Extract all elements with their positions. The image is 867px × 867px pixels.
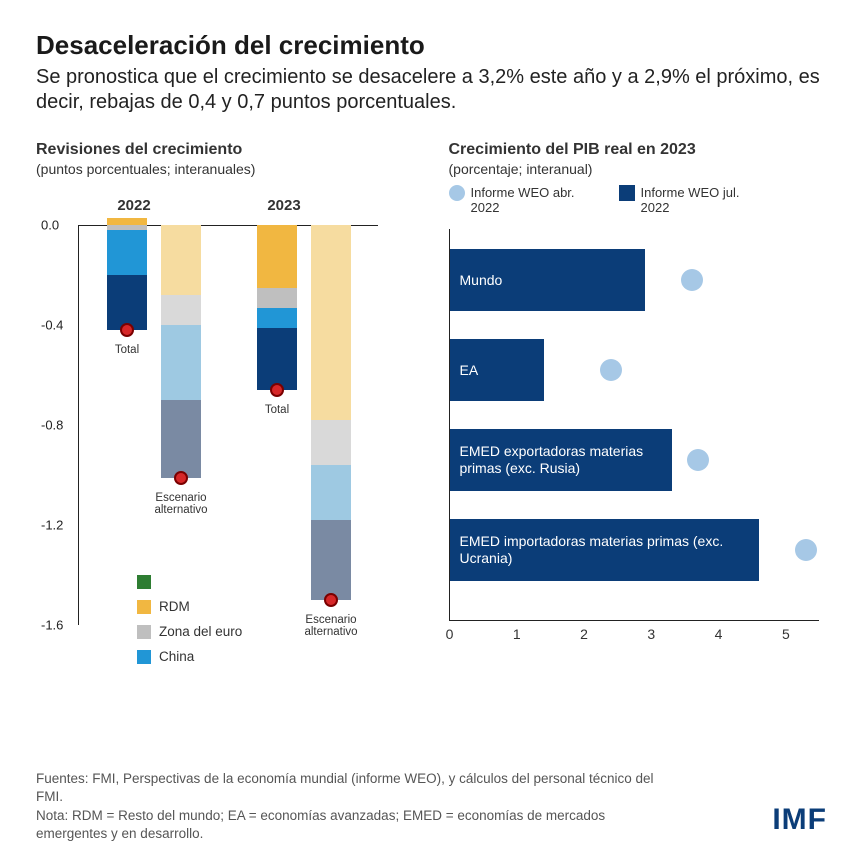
legend-curr-label: Informe WEO jul. 2022 <box>641 185 761 215</box>
year-label: 2022 <box>117 197 150 214</box>
right-title: Crecimiento del PIB real en 2023 <box>449 141 832 159</box>
legend-label: Zona del euro <box>159 624 242 639</box>
prev-marker <box>681 269 703 291</box>
chart-title: Desaceleración del crecimiento <box>36 30 831 61</box>
note: Nota: RDM = Resto del mundo; EA = econom… <box>36 807 676 843</box>
bar-caption: Total <box>87 344 167 356</box>
bar-segment <box>311 420 351 465</box>
left-title: Revisiones del crecimiento <box>36 141 419 159</box>
hbar-label: EMED exportadoras materias primas (exc. … <box>450 443 672 477</box>
left-plot: 0.0-0.4-0.8-1.2-1.620222023TotalEscenari… <box>78 225 378 625</box>
bar-segment <box>257 225 297 288</box>
imf-logo: IMF <box>772 803 827 837</box>
x-tick-label: 3 <box>647 626 655 642</box>
legend-swatch <box>137 575 151 589</box>
legend-curr: Informe WEO jul. 2022 <box>619 185 761 215</box>
bar-segment <box>161 225 201 295</box>
hbar: EMED exportadoras materias primas (exc. … <box>450 429 672 491</box>
bar-segment <box>107 218 147 226</box>
legend-swatch <box>137 625 151 639</box>
left-legend: RDM Zona del euro China <box>137 575 242 674</box>
right-legend: Informe WEO abr. 2022 Informe WEO jul. 2… <box>449 185 832 215</box>
total-marker <box>174 471 188 485</box>
prev-marker <box>600 359 622 381</box>
bar-segment <box>257 328 297 391</box>
bar-segment <box>161 400 201 478</box>
hbar: EA <box>450 339 544 401</box>
bar-segment <box>161 295 201 325</box>
legend-label: China <box>159 649 194 664</box>
legend-row: RDM <box>137 599 242 614</box>
left-panel: Revisiones del crecimiento (puntos porce… <box>36 141 419 665</box>
left-subtitle: (puntos porcentuales; interanuales) <box>36 161 419 177</box>
hbar-label: EA <box>450 362 479 379</box>
bar-segment <box>311 225 351 420</box>
year-label: 2023 <box>267 197 300 214</box>
legend-swatch <box>137 650 151 664</box>
right-chart: Mundo EA EMED exportadoras materias primas… <box>449 229 819 621</box>
legend-row: Zona del euro <box>137 624 242 639</box>
y-tick-label: -0.4 <box>41 318 63 333</box>
legend-prev: Informe WEO abr. 2022 <box>449 185 591 215</box>
bar-caption: Escenario alternativo <box>141 492 221 516</box>
bar-caption: Escenario alternativo <box>291 614 371 638</box>
hbar-label: EMED importadoras materias primas (exc. … <box>450 533 759 567</box>
bar-segment <box>257 288 297 308</box>
x-tick-label: 2 <box>580 626 588 642</box>
right-panel: Crecimiento del PIB real en 2023 (porcen… <box>449 141 832 665</box>
x-tick-label: 5 <box>782 626 790 642</box>
prev-marker <box>795 539 817 561</box>
right-subtitle: (porcentaje; interanual) <box>449 161 832 177</box>
panels: Revisiones del crecimiento (puntos porce… <box>36 141 831 665</box>
total-marker <box>324 593 338 607</box>
y-tick-label: -0.8 <box>41 418 63 433</box>
x-tick-label: 4 <box>715 626 723 642</box>
hbar-label: Mundo <box>450 272 503 289</box>
hbar: Mundo <box>450 249 645 311</box>
legend-label: RDM <box>159 599 190 614</box>
bar-segment <box>161 325 201 400</box>
bar-segment <box>107 275 147 330</box>
legend-swatch <box>137 600 151 614</box>
footer: Fuentes: FMI, Perspectivas de la economí… <box>36 770 676 843</box>
x-tick-label: 1 <box>513 626 521 642</box>
y-tick-label: 0.0 <box>41 218 59 233</box>
y-tick-label: -1.2 <box>41 518 63 533</box>
total-marker <box>270 383 284 397</box>
legend-prev-label: Informe WEO abr. 2022 <box>471 185 591 215</box>
legend-row: China <box>137 649 242 664</box>
bar-segment <box>257 308 297 328</box>
prev-marker <box>687 449 709 471</box>
x-tick-label: 0 <box>446 626 454 642</box>
legend-row <box>137 575 242 589</box>
hbar: EMED importadoras materias primas (exc. … <box>450 519 759 581</box>
sources: Fuentes: FMI, Perspectivas de la economí… <box>36 770 676 806</box>
left-chart: 0.0 -0.4 -0.8 -1.2 -1.6 2022 2023 Total Escenari… <box>36 185 396 665</box>
bar-segment <box>311 465 351 520</box>
chart-subtitle: Se pronostica que el crecimiento se desa… <box>36 65 831 115</box>
bar-segment <box>311 520 351 600</box>
bar-caption: Total <box>237 404 317 416</box>
y-tick-label: -1.6 <box>41 618 63 633</box>
total-marker <box>120 323 134 337</box>
dot-icon <box>449 185 465 201</box>
square-icon <box>619 185 635 201</box>
bar-segment <box>107 230 147 275</box>
